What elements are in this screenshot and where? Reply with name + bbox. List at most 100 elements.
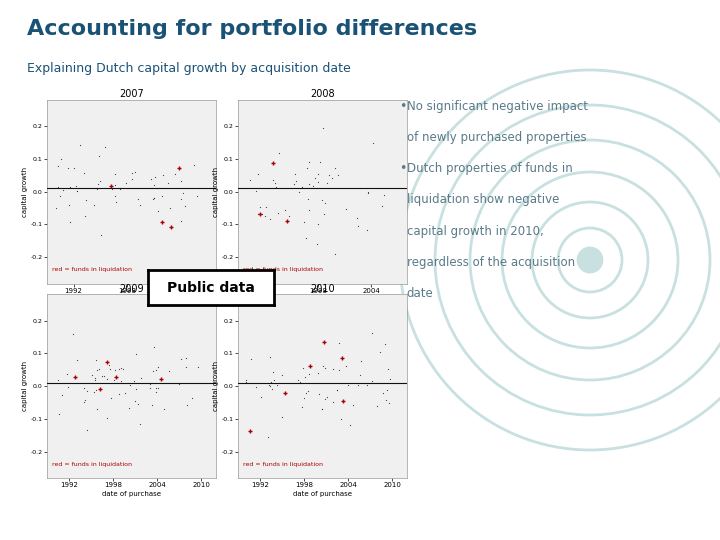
Point [177, 189, 189, 198]
Point [333, 366, 345, 375]
Point [164, 204, 176, 212]
Point [329, 164, 341, 172]
Point [351, 213, 363, 222]
Point [303, 370, 315, 379]
Point [252, 209, 264, 218]
Point [61, 370, 73, 379]
X-axis label: date of purchase: date of purchase [102, 296, 161, 302]
Point [132, 195, 143, 204]
Point [148, 367, 159, 375]
Point [329, 249, 341, 258]
Point [99, 143, 111, 151]
Point [153, 363, 164, 372]
Point [53, 162, 64, 171]
Point [88, 387, 99, 396]
Text: © IPD 2011: © IPD 2011 [14, 522, 71, 531]
Point [327, 397, 338, 406]
Point [273, 148, 284, 157]
Point [175, 217, 186, 226]
Point [53, 410, 64, 419]
Point [312, 219, 324, 228]
Point [169, 170, 181, 178]
Point [148, 343, 159, 352]
Point [68, 163, 80, 172]
Point [145, 383, 156, 392]
Text: ipd.com: ipd.com [341, 522, 379, 531]
Point [129, 377, 140, 386]
Point [379, 339, 390, 348]
Point [99, 372, 110, 380]
Point [78, 397, 90, 406]
Point [328, 365, 339, 374]
Point [271, 381, 282, 390]
Point [150, 366, 161, 375]
Point [244, 427, 256, 436]
Point [50, 203, 61, 212]
Text: liquidation show negative: liquidation show negative [407, 193, 559, 206]
Point [253, 170, 264, 179]
Point [264, 380, 275, 389]
Text: Accounting for portfolio differences: Accounting for portfolio differences [27, 19, 477, 39]
Point [259, 212, 271, 220]
Point [191, 192, 202, 201]
Point [279, 388, 291, 397]
Point [150, 172, 161, 181]
Point [297, 363, 309, 372]
Point [90, 184, 102, 192]
Point [267, 175, 279, 184]
Point [316, 404, 328, 413]
Point [313, 390, 325, 399]
Point [276, 370, 288, 379]
Point [56, 391, 68, 400]
Text: date: date [407, 287, 433, 300]
Point [81, 387, 93, 395]
Point [366, 376, 378, 385]
Text: Dutch properties of funds in: Dutch properties of funds in [407, 162, 572, 175]
Point [95, 231, 107, 239]
Point [156, 375, 167, 383]
Point [260, 203, 271, 212]
Point [240, 375, 252, 384]
Point [79, 212, 91, 220]
Point [156, 192, 168, 200]
Point [71, 186, 82, 195]
Point [163, 367, 175, 375]
Point [74, 141, 86, 150]
Point [303, 180, 315, 188]
Title: 2010: 2010 [310, 284, 335, 294]
Point [65, 183, 76, 192]
Point [312, 178, 324, 186]
Point [254, 210, 266, 218]
Point [124, 381, 135, 389]
Point [371, 402, 382, 410]
Point [105, 182, 117, 191]
Point [314, 157, 325, 166]
Point [310, 174, 321, 183]
Point [192, 363, 204, 372]
Point [291, 177, 302, 186]
Point [303, 205, 315, 214]
Point [299, 218, 310, 227]
Text: red = funds in liquidation: red = funds in liquidation [52, 267, 132, 273]
Point [316, 195, 328, 204]
Point [353, 221, 364, 230]
Point [175, 354, 186, 363]
Point [102, 374, 113, 383]
Point [382, 386, 393, 395]
Point [148, 194, 160, 202]
Point [251, 383, 262, 391]
Text: Explaining Dutch capital growth by acquisition date: Explaining Dutch capital growth by acqui… [27, 62, 351, 75]
Point [127, 174, 138, 183]
Point [90, 356, 102, 364]
Point [282, 217, 293, 226]
Point [316, 405, 328, 414]
Point [318, 338, 330, 347]
Point [298, 394, 310, 402]
Point [62, 382, 73, 391]
Point [145, 175, 157, 184]
Point [320, 395, 331, 403]
Point [344, 421, 356, 430]
Point [378, 191, 390, 199]
Point [267, 158, 279, 167]
Point [266, 384, 277, 393]
